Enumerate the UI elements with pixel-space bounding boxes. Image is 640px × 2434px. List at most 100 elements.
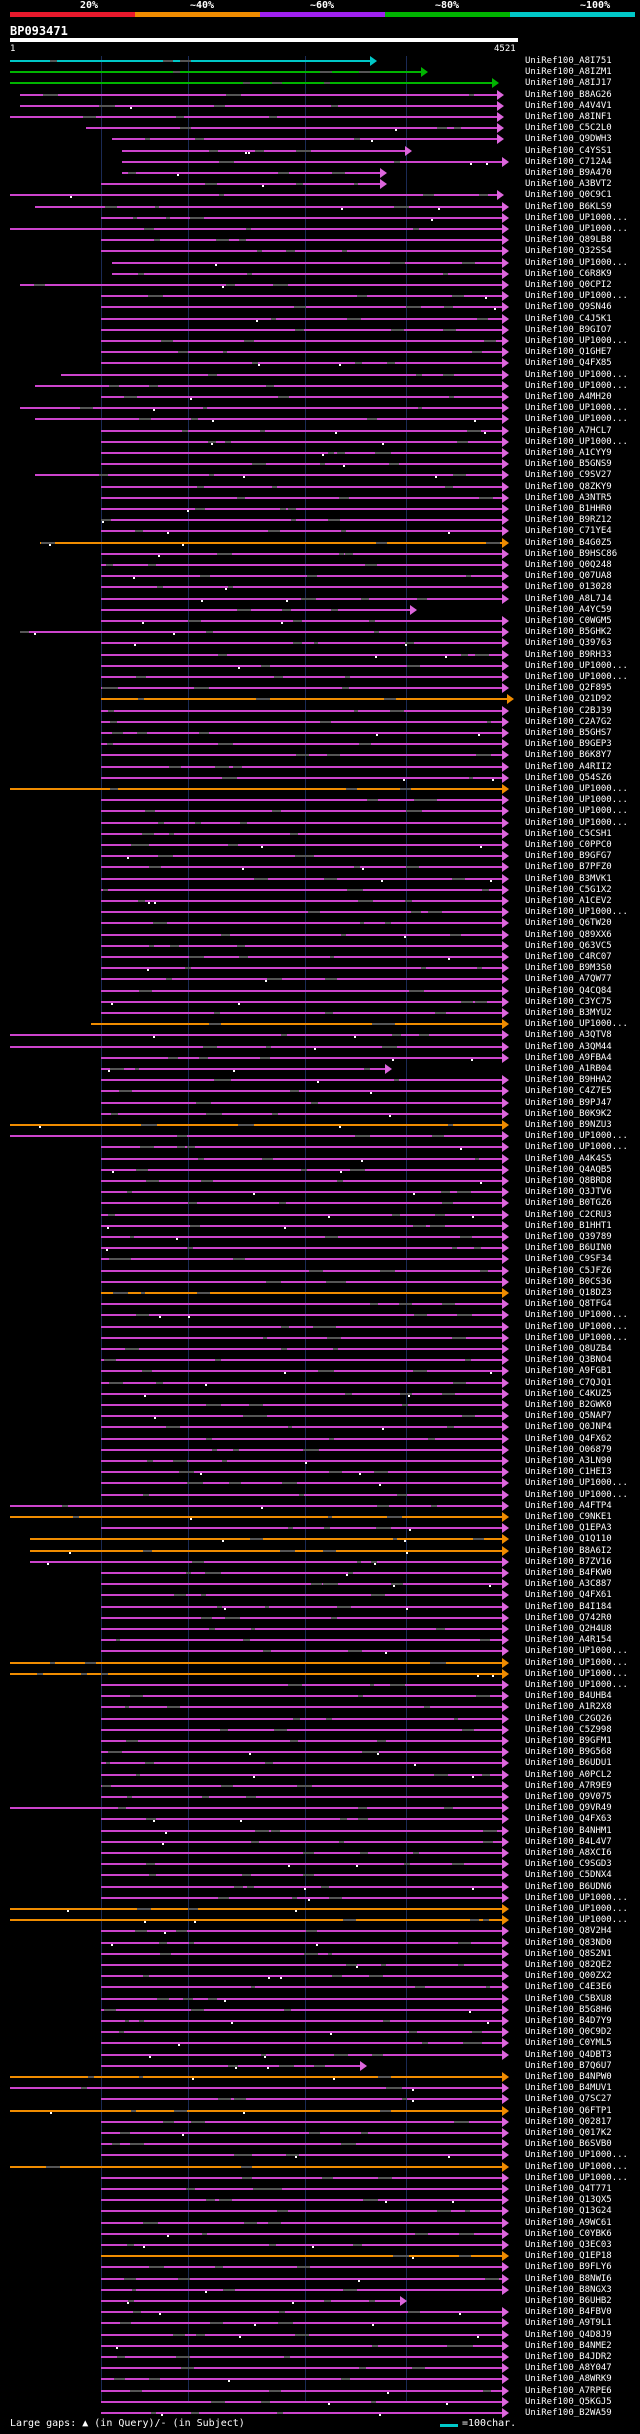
hit-label[interactable]: UniRef100_UP1000...	[525, 806, 628, 817]
hit-row[interactable]: UniRef100_C9SGD3	[10, 1859, 640, 1870]
hit-label[interactable]: UniRef100_UP1000...	[525, 1321, 628, 1332]
hit-label[interactable]: UniRef100_A8WRK9	[525, 2374, 612, 2385]
hit-row[interactable]: UniRef100_B4D7Y9	[10, 2016, 640, 2027]
hit-label[interactable]: UniRef100_Q9V075	[525, 1792, 612, 1802]
hit-label[interactable]: UniRef100_A4V4V1	[525, 100, 612, 111]
hit-row[interactable]: UniRef100_Q39789	[10, 1232, 640, 1243]
hit-label[interactable]: UniRef100_Q5KGJ5	[525, 2396, 612, 2407]
hit-label[interactable]: UniRef100_UP1000...	[525, 672, 628, 682]
hit-row[interactable]: UniRef100_B9PJ47	[10, 1097, 640, 1109]
hit-label[interactable]: UniRef100_A3QM44	[525, 1041, 612, 1052]
hit-row[interactable]: UniRef100_UP1000...	[10, 806, 640, 817]
hit-row[interactable]: UniRef100_Q0Q248	[10, 560, 640, 571]
hit-row[interactable]: UniRef100_Q18DZ3	[10, 1288, 640, 1299]
hit-row[interactable]: UniRef100_Q0CPI2	[10, 280, 640, 291]
hit-row[interactable]: UniRef100_Q4FX62	[10, 1433, 640, 1445]
hit-row[interactable]: UniRef100_B5GHK2	[10, 627, 640, 638]
hit-row[interactable]: UniRef100_UP1000...	[10, 369, 640, 381]
hit-label[interactable]: UniRef100_UP1000...	[525, 1646, 628, 1657]
hit-label[interactable]: UniRef100_UP1000...	[525, 436, 628, 447]
hit-label[interactable]: UniRef100_B0CS36	[525, 1276, 612, 1287]
hit-row[interactable]: UniRef100_Q4D8J9	[10, 2329, 640, 2341]
hit-label[interactable]: UniRef100_B7Q6U7	[525, 2060, 612, 2071]
hit-label[interactable]: UniRef100_B6SVB0	[525, 2139, 612, 2150]
hit-label[interactable]: UniRef100_B7ZV16	[525, 1556, 612, 1567]
hit-row[interactable]: UniRef100_B6K8Y7	[10, 750, 640, 761]
hit-label[interactable]: UniRef100_Q39789	[525, 1232, 612, 1242]
hit-row[interactable]: UniRef100_Q4CQ84	[10, 985, 640, 997]
hit-row[interactable]: UniRef100_Q1EP18	[10, 2251, 640, 2262]
hit-row[interactable]: UniRef100_Q4FX61	[10, 1590, 640, 1601]
hit-row[interactable]: UniRef100_Q6TW20	[10, 918, 640, 929]
hit-label[interactable]: UniRef100_B9HSC86	[525, 548, 618, 559]
hit-row[interactable]: UniRef100_B4FBV0	[10, 2307, 640, 2318]
hit-row[interactable]: UniRef100_B4FKW0	[10, 1568, 640, 1579]
hit-row[interactable]: UniRef100_B9HSC86	[10, 548, 640, 560]
hit-row[interactable]: UniRef100_Q1Q110	[10, 1534, 640, 1545]
hit-label[interactable]: UniRef100_B9GEP3	[525, 739, 612, 750]
hit-label[interactable]: UniRef100_C9SF34	[525, 1254, 612, 1265]
hit-row[interactable]: UniRef100_Q63VC5	[10, 940, 640, 952]
hit-row[interactable]: UniRef100_C7QJQ1	[10, 1377, 640, 1389]
hit-label[interactable]: UniRef100_Q00ZX2	[525, 1971, 612, 1982]
hit-label[interactable]: UniRef100_C4Z7E5	[525, 1086, 612, 1097]
hit-row[interactable]: UniRef100_A4K4S5	[10, 1153, 640, 1165]
hit-label[interactable]: UniRef100_C0PPC0	[525, 840, 612, 850]
hit-label[interactable]: UniRef100_B9M3S0	[525, 963, 612, 974]
hit-row[interactable]: UniRef100_Q7SC27	[10, 2094, 640, 2105]
hit-row[interactable]: UniRef100_Q3EC03	[10, 2240, 640, 2251]
hit-label[interactable]: UniRef100_Q18DZ3	[525, 1288, 612, 1298]
hit-row[interactable]: UniRef100_UP1000...	[10, 907, 640, 918]
hit-row[interactable]: UniRef100_B4MUV1	[10, 2083, 640, 2094]
hit-label[interactable]: UniRef100_B9GFM1	[525, 1736, 612, 1746]
hit-row[interactable]: UniRef100_C71YE4	[10, 526, 640, 537]
hit-label[interactable]: UniRef100_UP1000...	[525, 1904, 628, 1914]
hit-row[interactable]: UniRef100_A1CYY9	[10, 448, 640, 459]
hit-label[interactable]: UniRef100_C0YBK6	[525, 2228, 612, 2239]
hit-label[interactable]: UniRef100_Q3BNO4	[525, 1355, 612, 1366]
hit-row[interactable]: UniRef100_UP1000...	[10, 1478, 640, 1489]
hit-label[interactable]: UniRef100_B5G8H6	[525, 2004, 612, 2015]
hit-label[interactable]: UniRef100_B4UHB4	[525, 1691, 612, 1702]
hit-row[interactable]: UniRef100_A9FBA4	[10, 1052, 640, 1064]
hit-row[interactable]: UniRef100_C0PPC0	[10, 840, 640, 851]
hit-label[interactable]: UniRef100_A3BVT2	[525, 179, 612, 190]
hit-label[interactable]: UniRef100_Q6FTP1	[525, 2105, 612, 2116]
hit-label[interactable]: UniRef100_Q1EP18	[525, 2251, 612, 2262]
hit-row[interactable]: UniRef100_B5G8H6	[10, 2004, 640, 2016]
hit-row[interactable]: UniRef100_B9GIO7	[10, 324, 640, 336]
hit-label[interactable]: UniRef100_A9WC61	[525, 2217, 612, 2228]
hit-label[interactable]: UniRef100_Q63VC5	[525, 940, 612, 951]
hit-label[interactable]: UniRef100_UP1000...	[525, 784, 628, 794]
hit-row[interactable]: UniRef100_C9NKE1	[10, 1512, 640, 1523]
hit-label[interactable]: UniRef100_A7RPE6	[525, 2385, 612, 2396]
hit-label[interactable]: UniRef100_B4JDR2	[525, 2352, 612, 2362]
hit-row[interactable]: UniRef100_Q89LB8	[10, 235, 640, 246]
hit-row[interactable]: UniRef100_A7RPE6	[10, 2385, 640, 2397]
hit-row[interactable]: UniRef100_B3MYU2	[10, 1008, 640, 1019]
hit-row[interactable]: UniRef100_B8A6I2	[10, 1545, 640, 1557]
hit-row[interactable]: UniRef100_B1HHR0	[10, 504, 640, 515]
hit-row[interactable]: UniRef100_Q017K2	[10, 2128, 640, 2139]
hit-label[interactable]: UniRef100_C5DNX4	[525, 1870, 612, 1881]
hit-label[interactable]: UniRef100_UP1000...	[525, 414, 628, 425]
hit-row[interactable]: UniRef100_Q4DBT3	[10, 2049, 640, 2061]
hit-label[interactable]: UniRef100_UP1000...	[525, 403, 628, 414]
hit-row[interactable]: UniRef100_Q2F895	[10, 683, 640, 694]
hit-row[interactable]: UniRef100_B2GWK0	[10, 1400, 640, 1411]
hit-row[interactable]: UniRef100_B6UHB2	[10, 2296, 640, 2307]
hit-label[interactable]: UniRef100_Q3JTV6	[525, 1187, 612, 1198]
hit-label[interactable]: UniRef100_A1CEV2	[525, 896, 612, 906]
hit-row[interactable]: UniRef100_C0YML5	[10, 2038, 640, 2049]
hit-row[interactable]: UniRef100_C5DNX4	[10, 1870, 640, 1881]
hit-label[interactable]: UniRef100_Q017K2	[525, 2128, 612, 2138]
hit-label[interactable]: UniRef100_B6UDU1	[525, 1758, 612, 1769]
hit-row[interactable]: UniRef100_Q4T771	[10, 2184, 640, 2195]
hit-label[interactable]: UniRef100_C1HEI3	[525, 1467, 612, 1478]
hit-row[interactable]: UniRef100_UP1000...	[10, 660, 640, 672]
hit-row[interactable]: UniRef100_Q4FX85	[10, 358, 640, 369]
hit-row[interactable]: UniRef100_Q89XX6	[10, 929, 640, 941]
hit-label[interactable]: UniRef100_Q742R0	[525, 1612, 612, 1623]
hit-label[interactable]: UniRef100_UP1000...	[525, 1657, 628, 1668]
hit-row[interactable]: UniRef100_C2CRU3	[10, 1209, 640, 1221]
